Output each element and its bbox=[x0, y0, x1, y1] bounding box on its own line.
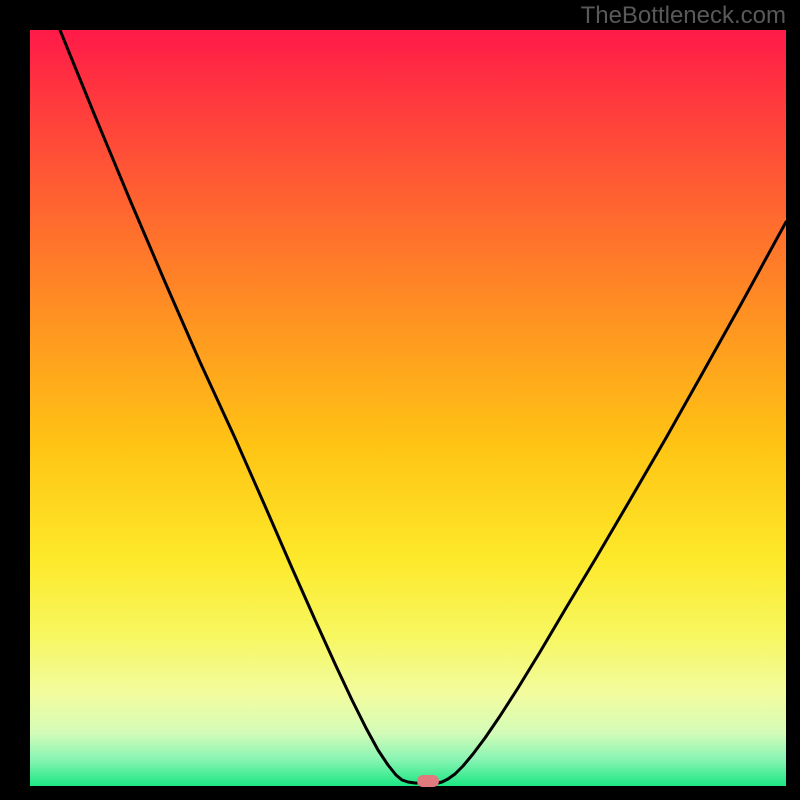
watermark-text: TheBottleneck.com bbox=[581, 2, 786, 30]
optimum-marker bbox=[417, 775, 439, 787]
bottleneck-curve bbox=[60, 30, 786, 783]
chart-frame: TheBottleneck.com bbox=[0, 0, 800, 800]
curve-layer bbox=[30, 30, 786, 786]
plot-area bbox=[30, 30, 786, 786]
